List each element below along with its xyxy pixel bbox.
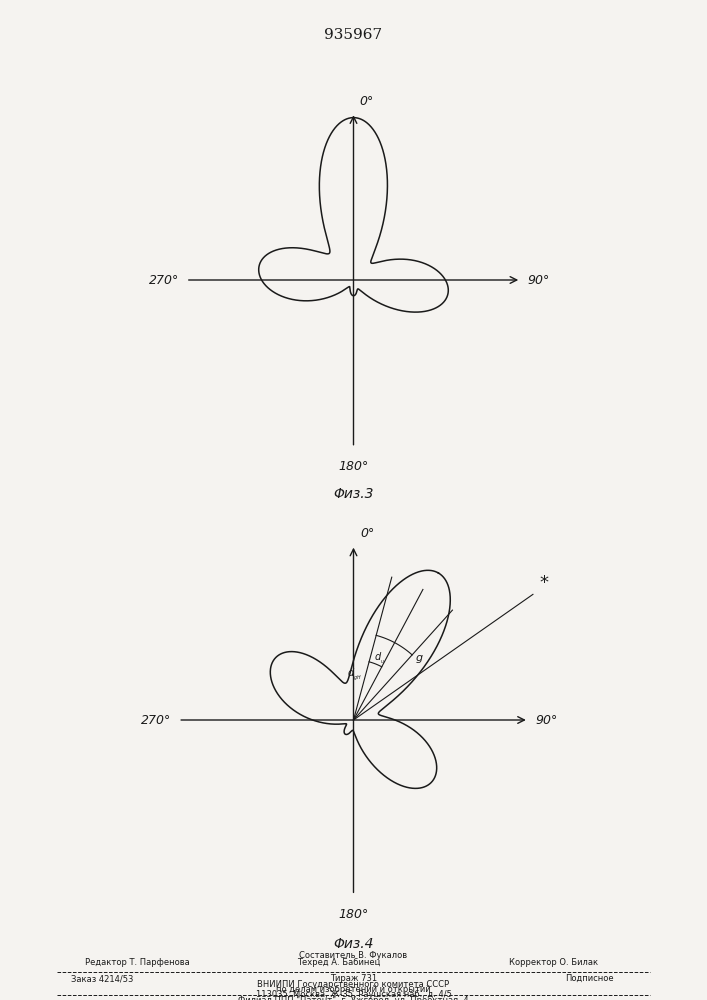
Text: 270°: 270° — [149, 273, 180, 286]
Text: 180°: 180° — [339, 908, 368, 921]
Text: 113035, Москва, Ж-35, Раушская наб., д. 4/5: 113035, Москва, Ж-35, Раушская наб., д. … — [255, 990, 452, 999]
Text: Тираж 731: Тираж 731 — [330, 974, 377, 983]
Text: Φиз.4: Φиз.4 — [333, 937, 374, 951]
Text: *: * — [539, 574, 549, 592]
Text: 90°: 90° — [527, 273, 549, 286]
Text: ВНИИПИ Государственного комитета СССР: ВНИИПИ Государственного комитета СССР — [257, 980, 450, 989]
Text: 0°: 0° — [360, 527, 374, 540]
Text: Составитель В. Фукалов: Составитель В. Фукалов — [300, 951, 407, 960]
Text: по делам изобретений и открытий: по делам изобретений и открытий — [276, 985, 431, 994]
Text: $d_{_{\mathit{u}}}$: $d_{_{\mathit{u}}}$ — [373, 651, 385, 666]
Text: Филиал ППП "Патент", г. Ужгород, ул. Проектная, 4: Филиал ППП "Патент", г. Ужгород, ул. Про… — [238, 996, 469, 1000]
Text: Корректор О. Билак: Корректор О. Билак — [509, 958, 598, 967]
Text: $d_{_{\mathit{gH}}}$: $d_{_{\mathit{gH}}}$ — [347, 667, 361, 683]
Text: 270°: 270° — [141, 714, 172, 726]
Text: Редактор Т. Парфенова: Редактор Т. Парфенова — [85, 958, 189, 967]
Text: Заказ 4214/53: Заказ 4214/53 — [71, 974, 133, 983]
Text: Φиз.3: Φиз.3 — [333, 487, 374, 501]
Text: 180°: 180° — [339, 460, 368, 473]
Text: 90°: 90° — [535, 714, 558, 726]
Text: 935967: 935967 — [325, 28, 382, 42]
Text: $\mathit{g}$: $\mathit{g}$ — [415, 653, 423, 665]
Text: Подписное: Подписное — [566, 974, 614, 983]
Text: 0°: 0° — [360, 95, 374, 108]
Text: Техред А. Бабинец: Техред А. Бабинец — [297, 958, 380, 967]
